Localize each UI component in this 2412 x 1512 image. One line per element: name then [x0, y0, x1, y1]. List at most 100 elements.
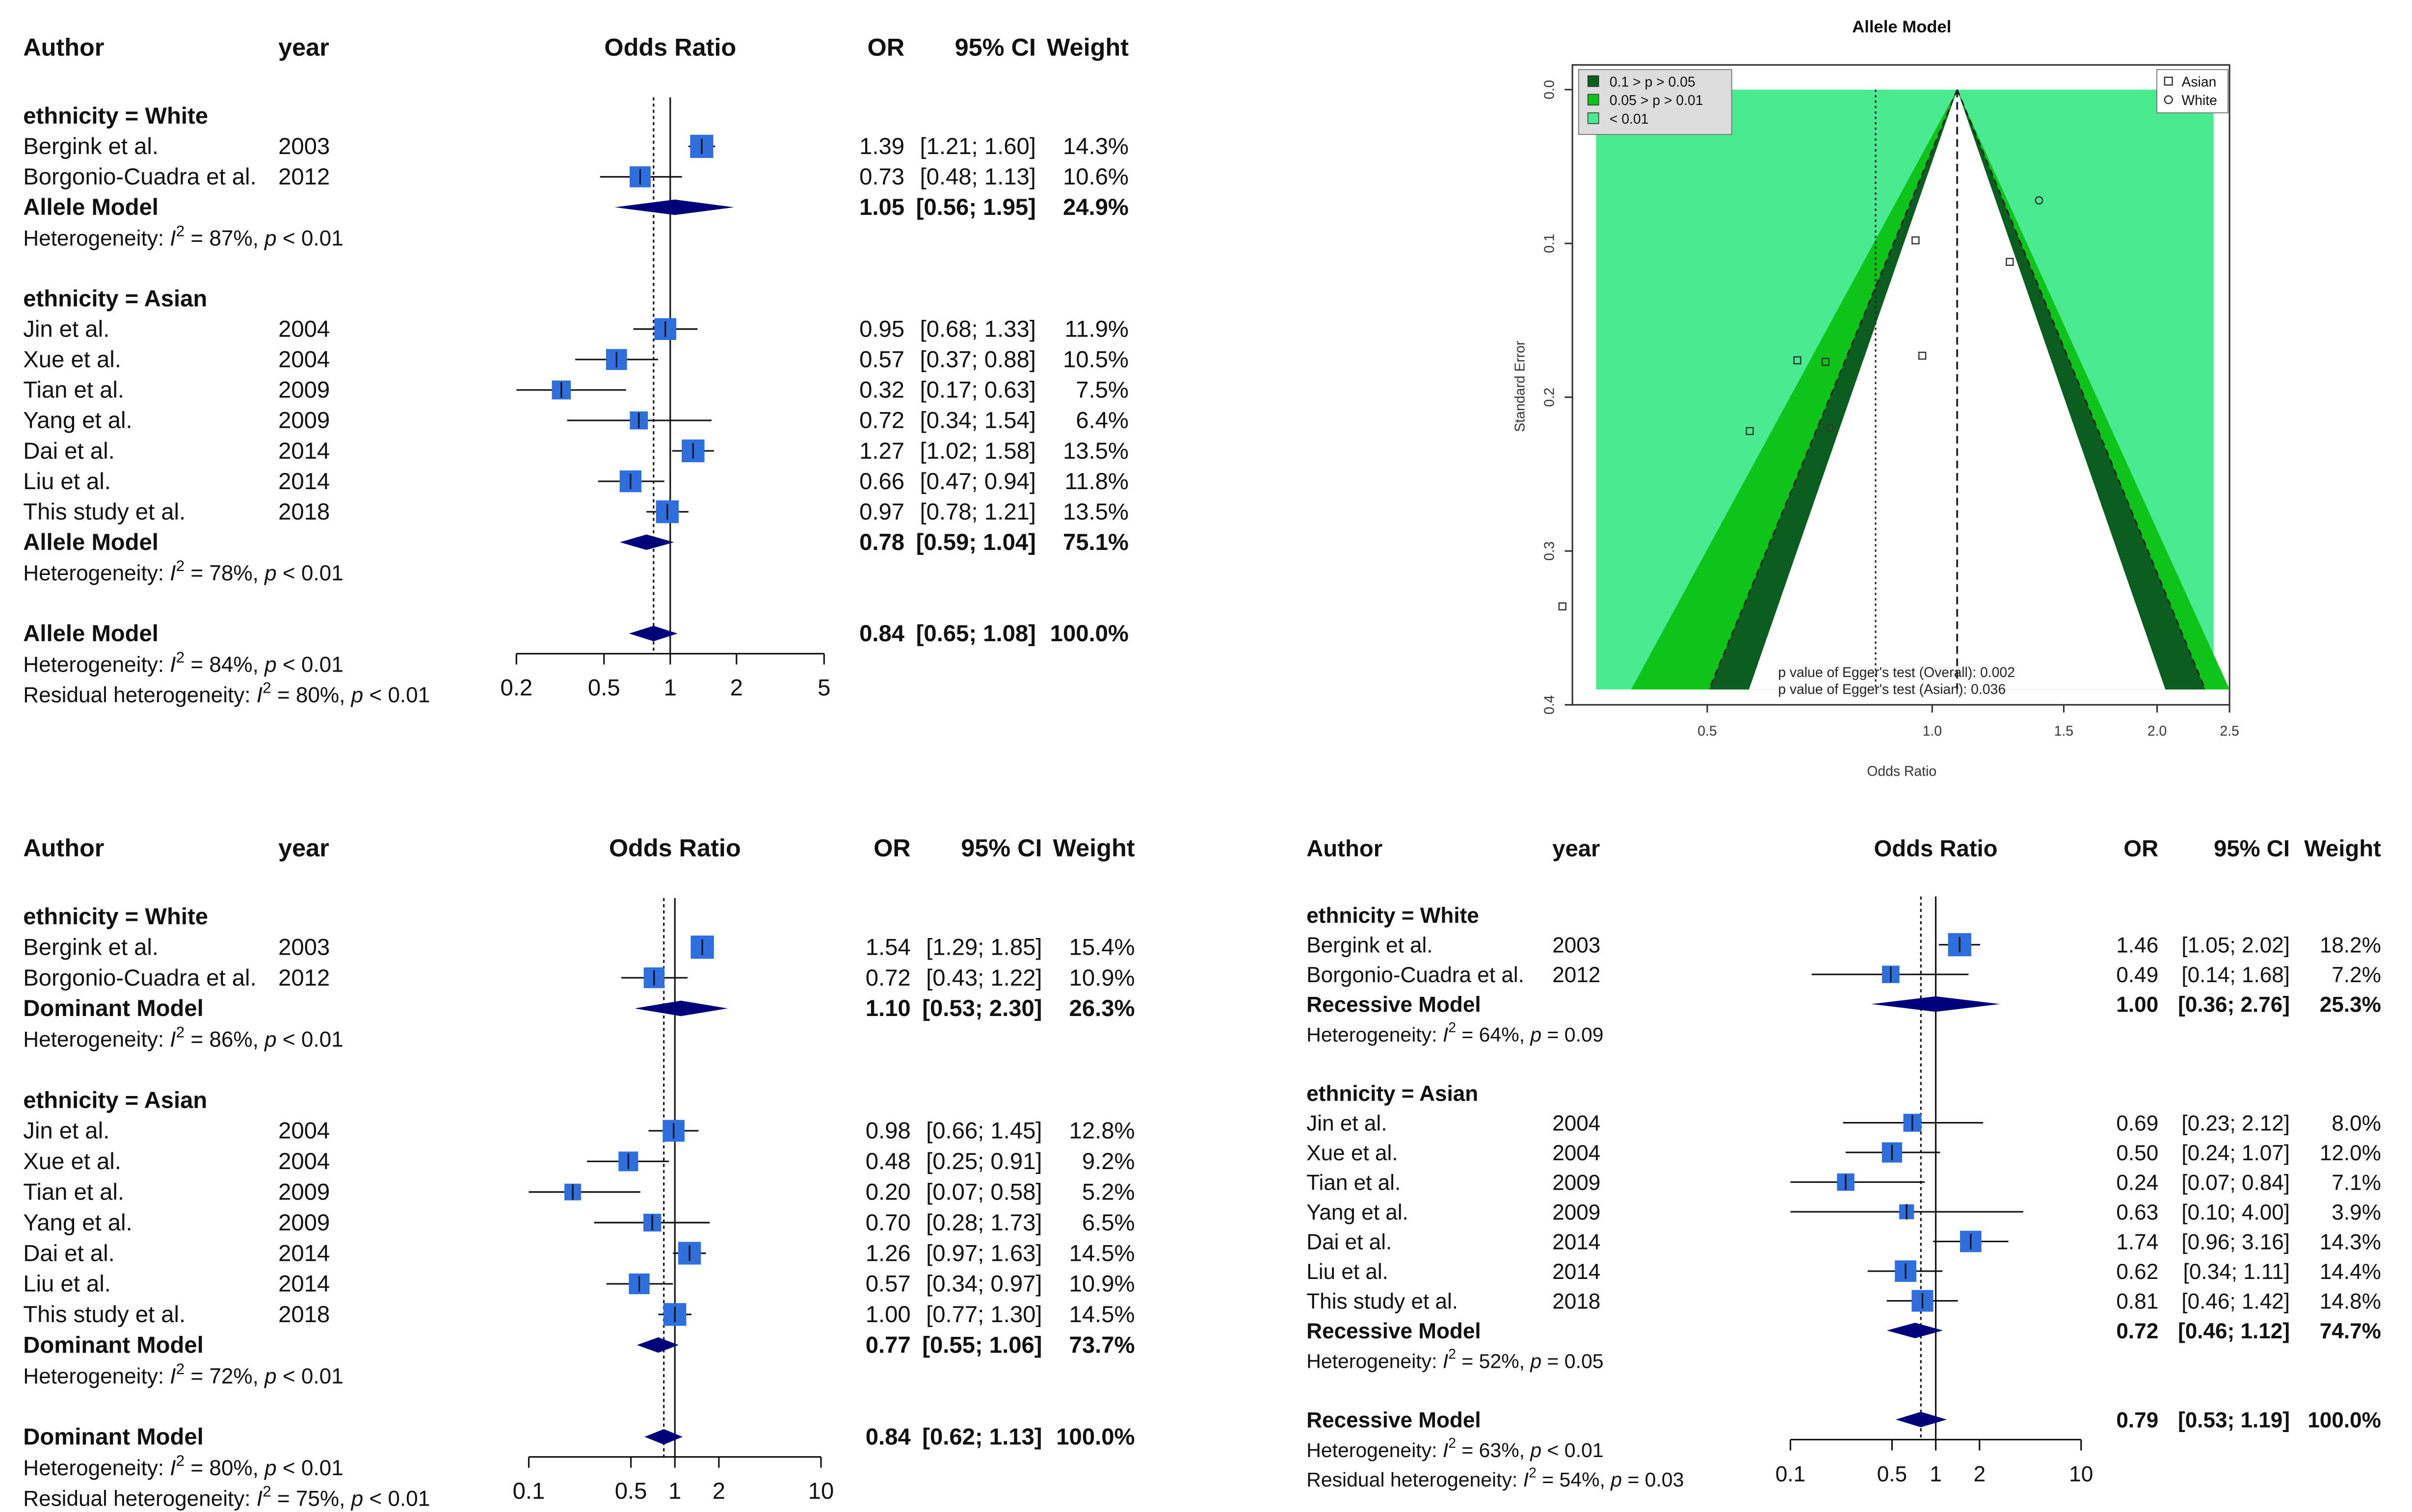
- summary-ci-value: [0.36; 2.76]: [2178, 992, 2290, 1017]
- summary-weight-value: 75.1%: [1063, 529, 1129, 555]
- study-or-value: 0.70: [866, 1210, 911, 1236]
- summary-diamond: [620, 534, 674, 550]
- funnel-y-tick-label: 0.1: [1541, 234, 1557, 253]
- study-weight-value: 10.5%: [1063, 347, 1129, 373]
- header-or: OR: [874, 834, 911, 861]
- subgroup-label: ethnicity = White: [23, 904, 208, 930]
- study-ci-value: [0.46; 1.42]: [2181, 1289, 2290, 1313]
- study-author: Xue et al.: [1306, 1141, 1398, 1165]
- study-year: 2009: [278, 408, 330, 434]
- header-year: year: [1552, 835, 1600, 861]
- summary-or-value: 0.72: [2116, 1319, 2158, 1343]
- funnel-point-asian: [2006, 258, 2014, 266]
- forest-plot-recessive: Author year Odds Ratio OR 95% CI Weight ethnic…: [1306, 835, 2381, 1491]
- study-weight-value: 10.6%: [1063, 164, 1129, 190]
- header-odds-ratio: Odds Ratio: [604, 33, 736, 61]
- study-author: Dai et al.: [23, 438, 114, 464]
- x-tick-label: 0.5: [588, 675, 620, 701]
- study-or-value: 0.98: [866, 1118, 911, 1144]
- heterogeneity-text: Heterogeneity: I2 = 52%, p = 0.05: [1306, 1346, 1603, 1372]
- study-year: 2018: [278, 1302, 330, 1328]
- summary-or-value: 1.00: [2116, 992, 2158, 1017]
- summary-ci-value: [0.53; 1.19]: [2178, 1408, 2290, 1432]
- study-year: 2003: [278, 133, 330, 159]
- study-author: This study et al.: [23, 1302, 186, 1328]
- study-weight-value: 7.2%: [2332, 963, 2381, 987]
- study-weight-value: 10.9%: [1069, 965, 1135, 991]
- summary-label: Allele Model: [23, 621, 159, 647]
- study-weight-value: 11.8%: [1064, 469, 1128, 495]
- study-author: Yang et al.: [1306, 1200, 1408, 1225]
- study-ci-value: [0.28; 1.73]: [926, 1210, 1042, 1236]
- study-year: 2014: [278, 1271, 330, 1297]
- heterogeneity-text: Heterogeneity: I2 = 63%, p < 0.01: [1306, 1435, 1603, 1461]
- study-author: Tian et al.: [1306, 1171, 1401, 1195]
- study-author: Borgonio-Cuadra et al.: [1306, 963, 1524, 987]
- study-weight-value: 15.4%: [1069, 934, 1135, 960]
- study-ci-value: [1.05; 2.02]: [2181, 933, 2290, 957]
- study-or-value: 1.74: [2116, 1230, 2158, 1254]
- study-ci-value: [0.43; 1.22]: [926, 965, 1042, 991]
- funnel-y-tick-label: 0.4: [1541, 695, 1557, 714]
- study-weight-value: 14.5%: [1069, 1302, 1135, 1328]
- funnel-point-asian: [1918, 351, 1927, 360]
- study-year: 2003: [1552, 933, 1600, 957]
- forest-plot-allele: Author year Odds Ratio OR 95% CI Weight ethnic…: [23, 33, 1129, 707]
- study-weight-value: 11.9%: [1064, 316, 1128, 342]
- header-or: OR: [868, 33, 905, 61]
- study-author: Borgonio-Cuadra et al.: [23, 164, 256, 190]
- summary-weight-value: 74.7%: [2320, 1319, 2381, 1343]
- study-author: This study et al.: [23, 499, 186, 525]
- study-ci-value: [0.47; 0.94]: [920, 469, 1035, 495]
- study-year: 2018: [278, 499, 330, 525]
- study-weight-value: 7.1%: [2332, 1171, 2381, 1195]
- study-weight-value: 8.0%: [2332, 1111, 2381, 1135]
- heterogeneity-text: Residual heterogeneity: I2 = 80%, p < 0.…: [23, 678, 430, 707]
- study-weight-value: 7.5%: [1076, 377, 1129, 403]
- summary-or-value: 1.05: [859, 194, 904, 220]
- study-weight-value: 14.3%: [1063, 133, 1129, 159]
- summary-label: Dominant Model: [23, 1332, 203, 1358]
- summary-weight-value: 73.7%: [1069, 1332, 1135, 1358]
- summary-ci-value: [0.62; 1.13]: [922, 1424, 1042, 1450]
- study-author: Yang et al.: [23, 408, 132, 434]
- x-tick-label: 1: [664, 675, 677, 701]
- study-or-value: 1.54: [866, 934, 911, 960]
- study-or-value: 1.26: [866, 1240, 911, 1266]
- study-year: 2012: [278, 164, 330, 190]
- funnel-y-axis-label: Standard Error: [1512, 341, 1528, 432]
- funnel-legend-swatch: [1587, 94, 1599, 106]
- summary-label: Recessive Model: [1306, 1319, 1481, 1343]
- study-year: 2009: [278, 1179, 330, 1205]
- study-author: Liu et al.: [1306, 1260, 1388, 1284]
- study-or-value: 0.32: [859, 377, 904, 403]
- x-tick-label: 1: [668, 1478, 681, 1504]
- funnel-legend-marker-circle: [2164, 95, 2173, 104]
- funnel-legend-marker-square: [2164, 77, 2173, 86]
- study-ci-value: [0.37; 0.88]: [920, 347, 1035, 373]
- study-weight-value: 9.2%: [1082, 1148, 1135, 1174]
- study-author: Jin et al.: [23, 316, 109, 342]
- study-author: Xue et al.: [23, 347, 121, 373]
- funnel-point-asian: [1793, 356, 1802, 365]
- funnel-legend-group-label: White: [2181, 93, 2217, 108]
- study-or-value: 1.46: [2116, 933, 2158, 957]
- study-ci-value: [0.10; 4.00]: [2181, 1200, 2290, 1225]
- study-ci-value: [0.07; 0.58]: [926, 1179, 1042, 1205]
- study-year: 2018: [1552, 1289, 1600, 1313]
- study-author: Tian et al.: [23, 1179, 124, 1205]
- study-year: 2003: [278, 934, 330, 960]
- study-ci-value: [0.23; 2.12]: [2181, 1111, 2290, 1135]
- funnel-y-tick-label: 0.2: [1541, 388, 1557, 407]
- summary-weight-value: 100.0%: [1056, 1424, 1135, 1450]
- heterogeneity-text: Residual heterogeneity: I2 = 75%, p < 0.…: [23, 1482, 430, 1511]
- study-year: 2014: [1552, 1260, 1600, 1284]
- subgroup-label: ethnicity = White: [23, 103, 208, 129]
- funnel-x-tick-label: 1.5: [2054, 724, 2073, 739]
- x-tick-label: 1: [1930, 1462, 1942, 1486]
- study-ci-value: [1.29; 1.85]: [926, 934, 1042, 960]
- study-weight-value: 12.8%: [1069, 1118, 1135, 1144]
- header-author: Author: [23, 834, 104, 861]
- study-ci-value: [1.21; 1.60]: [920, 133, 1035, 159]
- study-or-value: 0.20: [866, 1179, 911, 1205]
